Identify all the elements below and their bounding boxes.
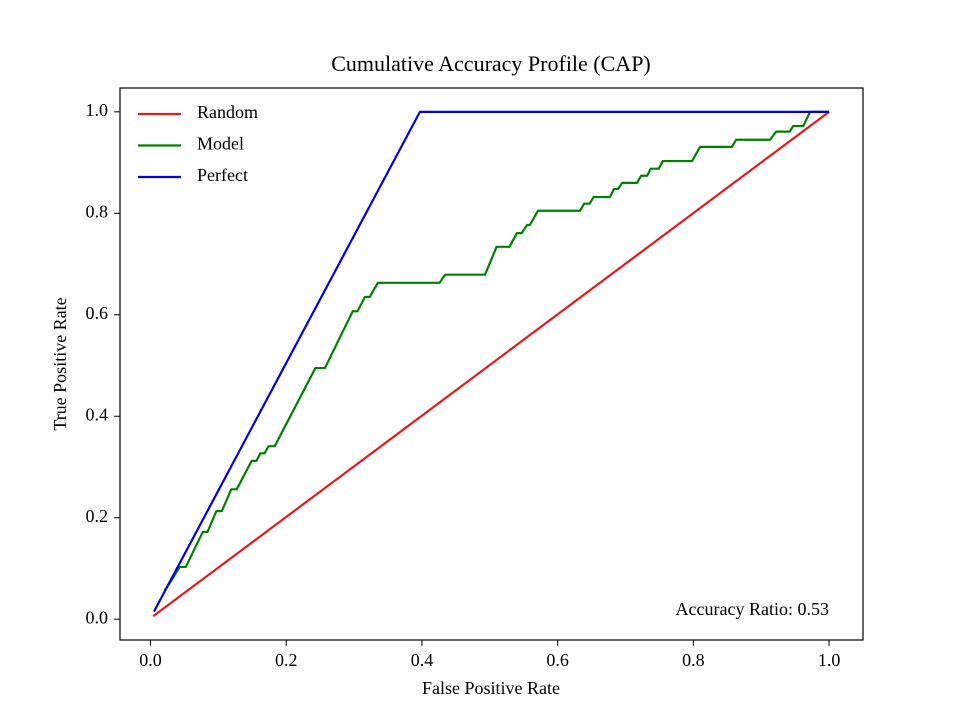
y-tick-label: 0.8 (86, 201, 109, 221)
legend-label: Perfect (197, 165, 248, 185)
legend-label: Model (197, 134, 244, 154)
y-tick-label: 0.0 (86, 607, 109, 627)
series-line (152, 110, 830, 618)
x-axis-label: False Positive Rate (422, 678, 560, 698)
x-tick-label: 0.8 (682, 650, 705, 670)
annotation: Accuracy Ratio: 0.53 (676, 599, 829, 619)
series-line (163, 110, 830, 591)
x-tick-label: 0.6 (546, 650, 569, 670)
series-line (152, 110, 830, 613)
plot-frame (119, 87, 864, 641)
y-tick-label: 0.6 (86, 303, 109, 323)
x-tick-label: 0.2 (275, 650, 298, 670)
y-tick-label: 0.4 (86, 404, 109, 424)
y-tick-label: 1.0 (86, 100, 109, 120)
x-tick-label: 0.0 (139, 650, 162, 670)
x-tick-label: 0.4 (411, 650, 434, 670)
legend-label: Random (197, 102, 258, 122)
x-tick-label: 1.0 (818, 650, 841, 670)
y-axis-label: True Positive Rate (50, 297, 70, 430)
y-tick-label: 0.2 (86, 506, 109, 526)
chart-title: Cumulative Accuracy Profile (CAP) (331, 51, 651, 76)
